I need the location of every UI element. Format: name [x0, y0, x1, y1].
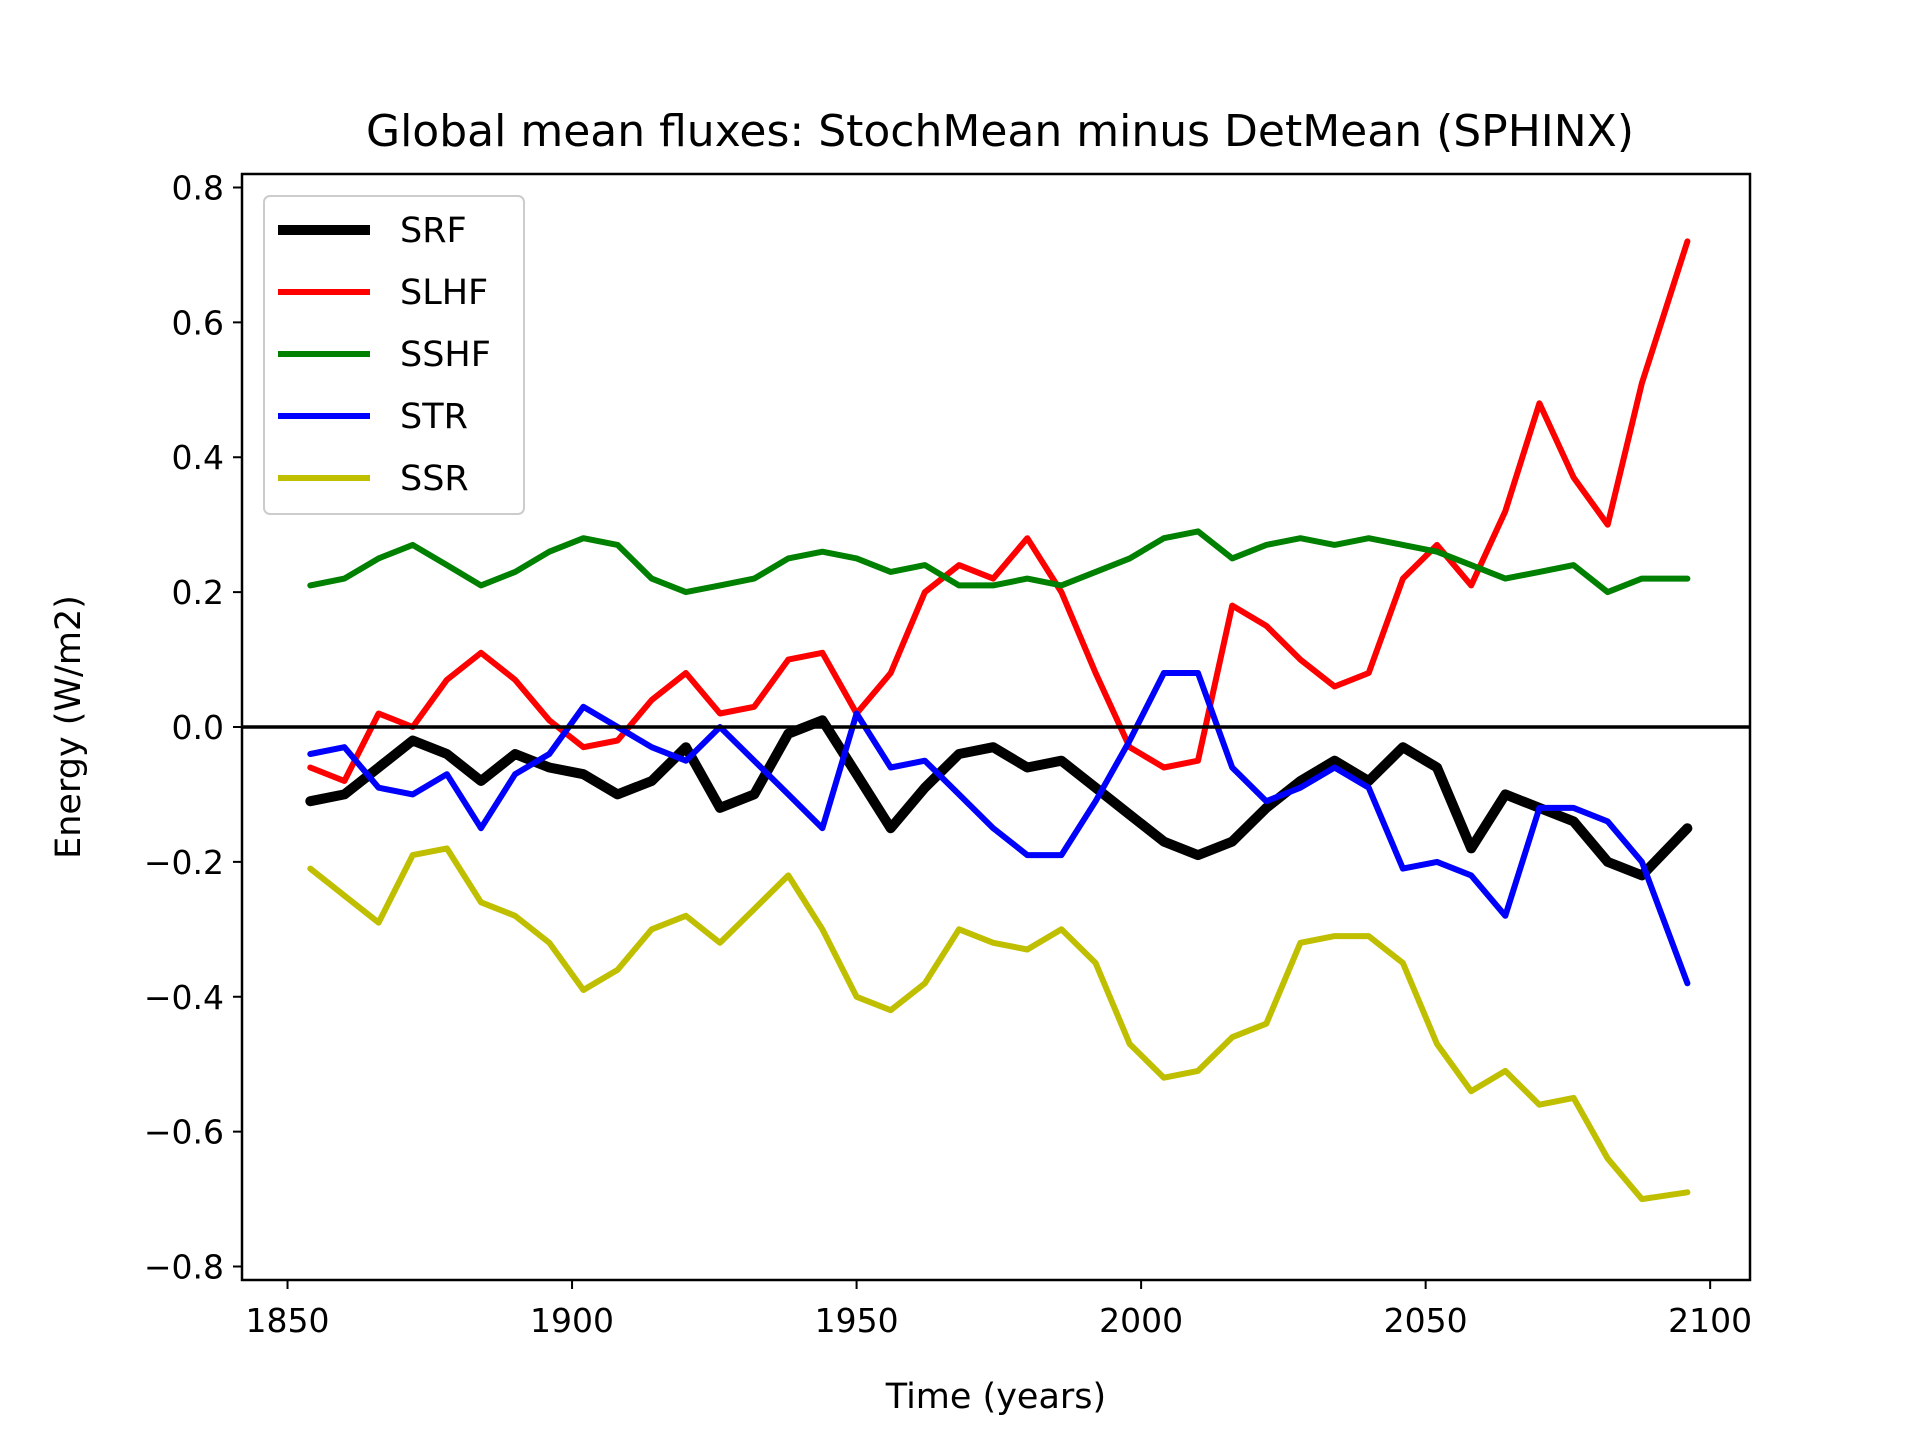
- y-tick-label: 0.6: [172, 303, 224, 342]
- y-tick-label: 0.0: [172, 708, 224, 747]
- x-tick-label: 2050: [1384, 1301, 1468, 1340]
- y-tick-label: −0.6: [144, 1113, 224, 1152]
- y-tick-label: −0.2: [144, 843, 224, 882]
- y-tick-label: 0.2: [172, 573, 224, 612]
- y-axis: 0.8 0.6 0.4 0.2 0.0 −0.2 −0.4 −0.6 −0.8: [144, 168, 242, 1287]
- legend-label-srf: SRF: [400, 211, 467, 251]
- legend-label-sshf: SSHF: [400, 335, 491, 375]
- y-tick-label: 0.8: [172, 168, 224, 207]
- legend-label-str: STR: [400, 397, 468, 437]
- series-line-ssr: [307, 845, 1691, 1203]
- x-tick-label: 2000: [1099, 1301, 1183, 1340]
- x-axis: 1850 1900 1950 2000 2050 2100: [246, 1280, 1752, 1340]
- y-tick-label: −0.4: [144, 978, 224, 1017]
- y-tick-label: −0.8: [144, 1248, 224, 1287]
- x-tick-label: 1900: [530, 1301, 614, 1340]
- legend-label-slhf: SLHF: [400, 273, 488, 313]
- x-axis-label: Time (years): [885, 1377, 1106, 1417]
- legend-box: [263, 195, 525, 515]
- series-lines: [305, 238, 1693, 1203]
- legend: SRF SLHF SSHF STR SSR: [263, 195, 525, 515]
- x-tick-label: 2100: [1668, 1301, 1752, 1340]
- series-line-str: [307, 670, 1691, 987]
- x-tick-label: 1850: [246, 1301, 330, 1340]
- series-line-sshf: [307, 528, 1691, 596]
- y-tick-label: 0.4: [172, 438, 224, 477]
- y-axis-label: Energy (W/m2): [49, 595, 89, 859]
- x-tick-label: 1950: [815, 1301, 899, 1340]
- chart-title: Global mean fluxes: StochMean minus DetM…: [366, 106, 1634, 157]
- legend-label-ssr: SSR: [400, 459, 469, 499]
